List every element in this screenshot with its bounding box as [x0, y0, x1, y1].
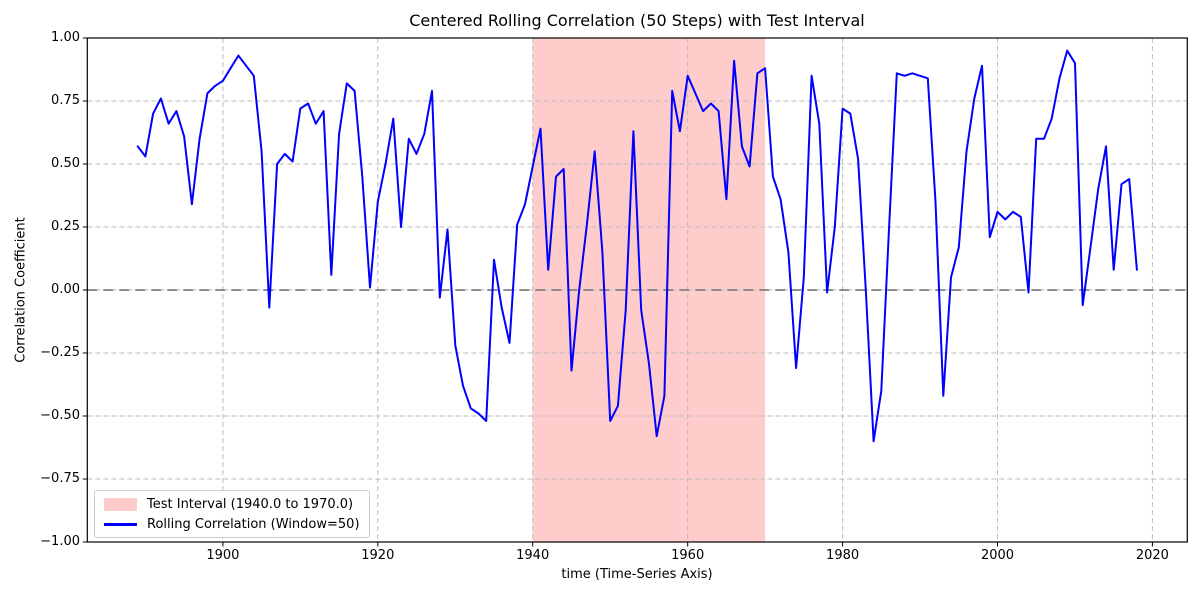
legend-entry-test-interval: Test Interval (1940.0 to 1970.0)	[104, 495, 360, 513]
y-tick-label: −1.00	[40, 534, 80, 549]
x-tick-label: 1980	[826, 548, 860, 563]
x-tick-label: 1920	[361, 548, 395, 563]
x-tick-label: 2000	[980, 548, 1015, 563]
rolling-correlation-swatch-icon	[104, 522, 137, 526]
y-tick-label: −0.25	[40, 345, 80, 360]
legend-entry-rolling-correlation: Rolling Correlation (Window=50)	[104, 515, 360, 533]
x-tick-label: 2020	[1135, 548, 1169, 563]
x-axis-label: time (Time-Series Axis)	[561, 567, 713, 582]
x-tick-label: 1900	[206, 548, 240, 563]
legend: Test Interval (1940.0 to 1970.0) Rolling…	[94, 490, 370, 538]
y-tick-label: 0.50	[51, 156, 80, 171]
legend-label: Rolling Correlation (Window=50)	[147, 516, 360, 532]
rolling-correlation-line	[136, 49, 1138, 443]
y-tick-label: −0.50	[40, 408, 80, 423]
y-tick-label: 1.00	[51, 30, 80, 45]
legend-label: Test Interval (1940.0 to 1970.0)	[147, 496, 354, 512]
chart-title: Centered Rolling Correlation (50 Steps) …	[409, 11, 865, 30]
test-interval-swatch-icon	[104, 497, 137, 511]
x-tick-label: 1940	[516, 548, 550, 563]
y-tick-label: 0.75	[51, 93, 80, 108]
y-tick-label: 0.25	[51, 219, 80, 234]
x-tick-label: 1960	[671, 548, 705, 563]
y-tick-label: −0.75	[40, 471, 80, 486]
y-tick-label: 0.00	[51, 282, 80, 297]
axes-frame	[86, 37, 1188, 543]
